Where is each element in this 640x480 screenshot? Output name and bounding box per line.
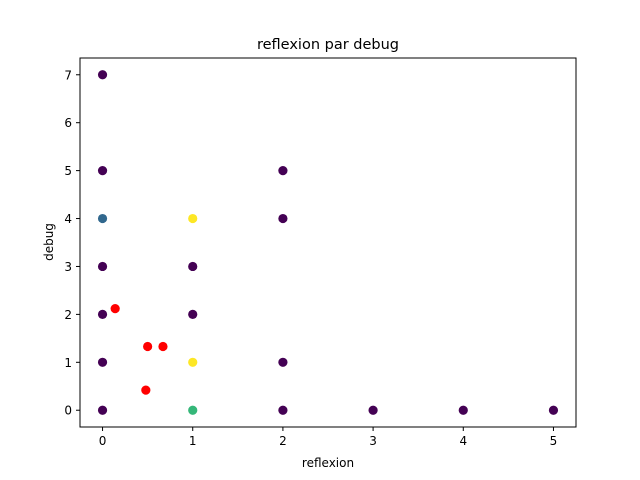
data-point-20 — [143, 341, 153, 352]
x-tick-label: 4 — [459, 434, 467, 448]
y-tick-label: 7 — [64, 68, 72, 82]
data-point-14 — [278, 357, 288, 367]
x-tick-label: 0 — [99, 434, 107, 448]
data-point-21 — [158, 341, 168, 352]
x-tick-label: 5 — [550, 434, 558, 448]
x-tick-label: 1 — [189, 434, 197, 448]
data-point-10 — [188, 357, 198, 367]
data-points — [97, 70, 559, 415]
y-tick-label: 6 — [64, 116, 72, 130]
data-point-12 — [278, 166, 288, 176]
x-axis-ticks: 0 1 2 3 4 5 — [99, 427, 558, 448]
y-tick-label: 2 — [64, 308, 72, 322]
data-point-6 — [97, 405, 108, 415]
plot-frame — [79, 57, 577, 428]
data-point-8 — [188, 261, 198, 272]
data-point-13 — [278, 213, 288, 224]
data-point-9 — [188, 309, 198, 319]
data-point-5 — [97, 357, 108, 367]
data-point-19 — [110, 304, 120, 314]
data-point-7 — [188, 213, 198, 224]
y-tick-label: 5 — [64, 164, 72, 178]
data-point-22 — [141, 385, 151, 395]
y-tick-label: 0 — [64, 404, 72, 418]
data-point-18 — [548, 405, 559, 415]
data-point-0 — [97, 70, 108, 80]
data-point-3 — [97, 261, 108, 272]
data-point-4 — [97, 309, 108, 319]
data-point-2 — [97, 213, 108, 224]
data-point-17 — [458, 405, 468, 415]
y-tick-label: 4 — [64, 212, 72, 226]
x-tick-label: 3 — [369, 434, 377, 448]
data-point-1 — [97, 166, 108, 176]
y-tick-label: 1 — [64, 356, 72, 370]
data-point-15 — [278, 405, 288, 415]
y-axis-ticks: 0 1 2 3 4 5 6 7 — [64, 68, 80, 418]
x-axis-label: reflexion — [302, 456, 354, 470]
data-point-11 — [188, 405, 198, 415]
chart-title: reflexion par debug — [257, 37, 399, 53]
y-tick-label: 3 — [64, 260, 72, 274]
y-axis-label: debug — [42, 223, 56, 261]
data-point-16 — [368, 405, 378, 415]
x-tick-label: 2 — [279, 434, 287, 448]
